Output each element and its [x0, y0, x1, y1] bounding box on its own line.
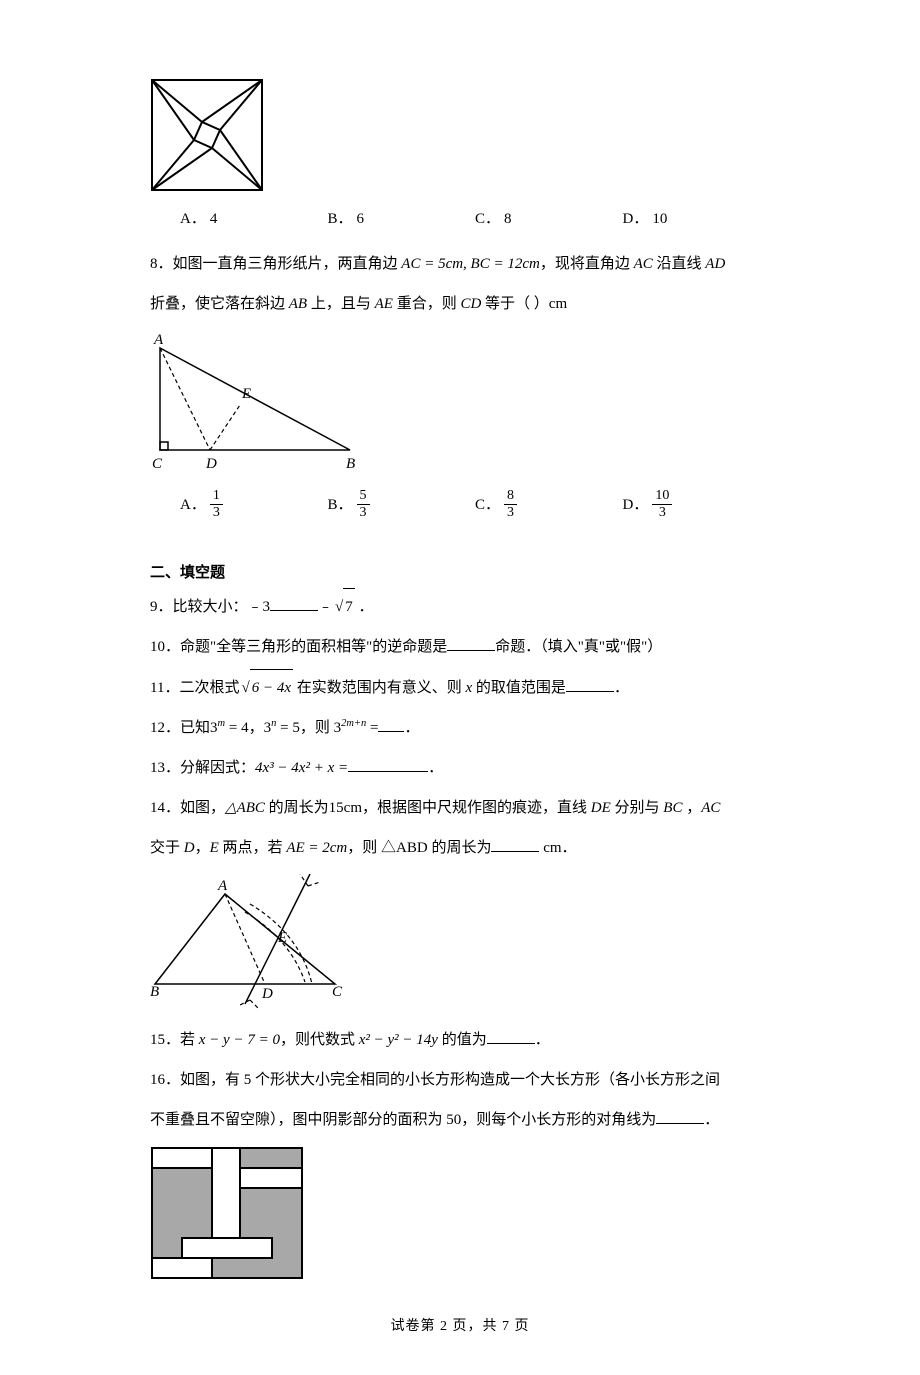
page-footer: 试卷第 2 页，共 7 页 — [150, 1315, 770, 1335]
section2-title: 二、填空题 — [150, 561, 770, 582]
q11: 11．二次根式6 − 4x 在实数范围内有意义、则 x 的取值范围是． — [150, 669, 770, 706]
svg-text:B: B — [150, 984, 159, 1000]
q7-option-b: B．6 — [328, 207, 476, 228]
q8-option-b: B．53 — [328, 490, 476, 521]
q7-option-d: D．10 — [623, 207, 771, 228]
q16-figure — [150, 1146, 770, 1285]
q7-figure — [150, 78, 770, 197]
svg-text:C: C — [152, 456, 163, 472]
q13: 13．分解因式：4x³ − 4x² + x =． — [150, 750, 770, 786]
q8-text-line2: 折叠，使它落在斜边 AB 上，且与 AE 重合，则 CD 等于（ ）cm — [150, 286, 770, 322]
svg-text:A: A — [153, 332, 164, 348]
q8-text: 8．如图一直角三角形纸片，两直角边 AC = 5cm, BC = 12cm，现将… — [150, 246, 770, 282]
svg-text:D: D — [205, 456, 217, 472]
q14-line1: 14．如图，△ABC 的周长为15cm，根据图中尺规作图的痕迹，直线 DE 分别… — [150, 790, 770, 826]
q15: 15．若 x − y − 7 = 0，则代数式 x² − y² − 14y 的值… — [150, 1022, 770, 1058]
q16-line1: 16．如图，有 5 个形状大小完全相同的小长方形构造成一个大长方形（各小长方形之… — [150, 1062, 770, 1098]
svg-text:D: D — [261, 986, 273, 1002]
q7-options: A．4 B．6 C．8 D．10 — [180, 207, 770, 228]
q14-line2: 交于 D，E 两点，若 AE = 2cm，则 △ABD 的周长为 cm． — [150, 830, 770, 866]
q8-options: A．13 B．53 C．83 D．103 — [180, 490, 770, 521]
q9: 9．比较大小：﹣3﹣7 ． — [150, 588, 770, 625]
svg-text:B: B — [346, 456, 355, 472]
q8-option-d: D．103 — [623, 490, 771, 521]
q8-option-a: A．13 — [180, 490, 328, 521]
svg-text:C: C — [332, 984, 343, 1000]
q16-line2: 不重叠且不留空隙），图中阴影部分的面积为 50，则每个小长方形的对角线为． — [150, 1102, 770, 1138]
q8-figure: A C D B E — [150, 330, 770, 480]
q12: 12．已知3m = 4，3n = 5，则 32m+n =． — [150, 710, 770, 746]
q7-option-a: A．4 — [180, 207, 328, 228]
svg-text:A: A — [217, 878, 228, 894]
q8-option-c: C．83 — [475, 490, 623, 521]
q7-option-c: C．8 — [475, 207, 623, 228]
q14-figure: A B C D E — [150, 874, 770, 1014]
q10: 10．命题"全等三角形的面积相等"的逆命题是命题．（填入"真"或"假"） — [150, 629, 770, 665]
svg-text:E: E — [277, 930, 287, 946]
